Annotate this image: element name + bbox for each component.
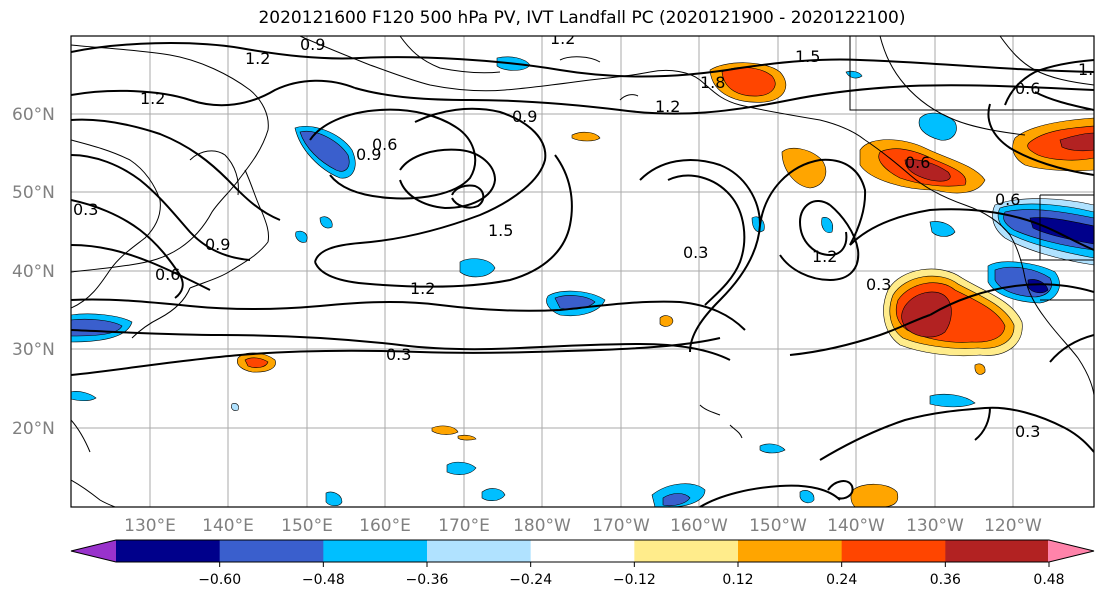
colorbar-tick-label: 0.12 [722,572,753,588]
colorbar-segment [530,540,635,562]
contour-label: 0.6 [372,135,397,154]
lon-tick-label: 160°E [359,516,411,536]
colorbar-tick-label: −0.24 [509,572,552,588]
contour-label: 0.3 [1015,422,1040,441]
contour-label: 0.3 [683,243,708,262]
contour-label: 1.2 [550,29,575,48]
contour-label: 1.2 [410,279,435,298]
colorbar-tick-label: −0.36 [406,572,449,588]
lon-tick-label: 170°W [592,516,650,536]
lon-tick-label: 140°W [827,516,885,536]
colorbar-segment [219,540,324,562]
contour-label: 0.3 [866,275,891,294]
colorbar-extend-low [71,540,117,562]
lat-tick-label: 40°N [12,262,55,282]
lon-tick-label: 180°W [513,516,571,536]
contour-label: 1.8 [700,73,725,92]
lat-tick-label: 60°N [12,105,55,125]
colorbar-segment [738,540,843,562]
lon-tick-label: 160°W [670,516,728,536]
lon-tick-label: 130°W [906,516,964,536]
colorbar-tick-label: 0.48 [1033,572,1064,588]
lat-tick-label: 20°N [12,419,55,439]
pv-contours [71,42,1094,507]
chart-title: 2020121600 F120 500 hPa PV, IVT Landfall… [258,8,906,28]
colorbar-tick-label: −0.48 [302,572,345,588]
lon-tick-label: 170°E [438,516,490,536]
gridlines [71,36,1094,507]
contour-label: 0.6 [155,265,180,284]
contour-labels: 0.9 1.2 1.2 1.2 0.9 0.9 0.6 0.3 0.9 0.6 … [73,29,1103,441]
colorbar-outline [70,539,1095,563]
contour-label: 1.5 [488,221,513,240]
lon-tick-label: 150°E [281,516,333,536]
lat-tick-label: 30°N [12,340,55,360]
contour-label: 0.3 [386,345,411,364]
contour-label: 1.2 [245,49,270,68]
lon-tick-label: 130°E [124,516,176,536]
colorbar-tick-label: −0.60 [198,572,241,588]
map-frame [70,35,1095,508]
contour-label: 0.3 [73,200,98,219]
contour-label: 0.9 [205,235,230,254]
colorbar [70,539,1095,563]
latitude-labels: 60°N 50°N 40°N 30°N 20°N [12,105,55,439]
contour-label: 1.8 [1078,60,1103,79]
contour-label: 0.9 [356,145,381,164]
colorbar-extend-high [1048,540,1094,562]
colorbar-tick-label: 0.24 [826,572,857,588]
contour-label: 1.2 [812,247,837,266]
longitude-labels: 130°E 140°E 150°E 160°E 170°E 180°W 170°… [124,516,1042,536]
colorbar-segment [841,540,946,562]
contour-label: 0.6 [905,153,930,172]
ivt-pc-shading [71,56,1094,507]
contour-label: 0.9 [300,35,325,54]
contour-label: 0.9 [512,107,537,126]
colorbar-segment [634,540,739,562]
colorbar-tick-label: 0.36 [930,572,961,588]
colorbar-segment [116,540,221,562]
contour-label: 1.5 [795,47,820,66]
contour-label: 0.6 [995,190,1020,209]
lon-tick-label: 120°W [984,516,1042,536]
colorbar-tick-label: −0.12 [613,572,656,588]
contour-label: 0.6 [1015,79,1040,98]
colorbar-segment [945,540,1050,562]
contour-label: 1.2 [140,89,165,108]
colorbar-segment [427,540,532,562]
lon-tick-label: 150°W [749,516,807,536]
contour-label: 1.2 [655,97,680,116]
lon-tick-label: 140°E [202,516,254,536]
lat-tick-label: 50°N [12,183,55,203]
colorbar-segment [323,540,428,562]
colorbar-labels: −0.60 −0.48 −0.36 −0.24 −0.12 0.12 0.24 0.36 0.4… [198,562,1065,588]
